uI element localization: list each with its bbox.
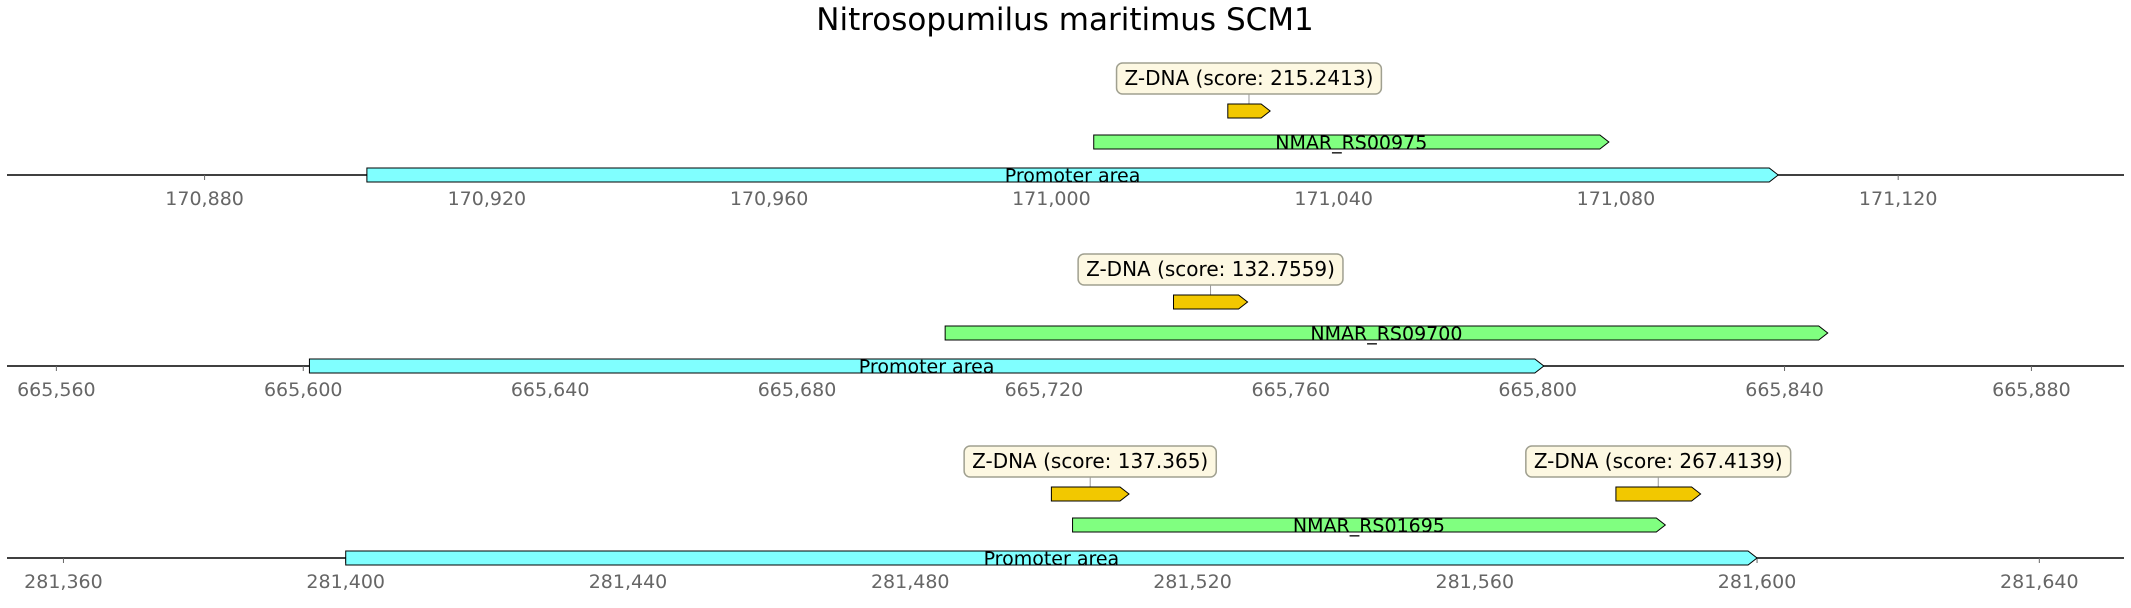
zdna-callout-box (1115, 62, 1383, 95)
track-panel-1: 170,880 170,920 170,960 171,000 171,040 171,0… (7, 62, 2124, 210)
tick-label: 281,360 (24, 571, 103, 593)
tick-label: 281,400 (306, 571, 385, 593)
zdna-label: Z-DNA (score: 215.2413) (1125, 66, 1374, 90)
gene-arrow (1093, 134, 1610, 150)
gene-label: NMAR_RS01695 (1293, 515, 1445, 537)
track-panel-3: 281,360 281,400 281,440 281,480 281,520 281,5… (7, 445, 2124, 593)
promoter-arrow (308, 358, 1545, 374)
zdna-arrow (1173, 294, 1249, 310)
zdna-label: Z-DNA (score: 267.4139) (1534, 449, 1783, 473)
tick-label: 281,640 (2000, 571, 2079, 593)
tick-label: 665,840 (1745, 379, 1824, 401)
tick-label: 665,680 (758, 379, 837, 401)
tick-label: 281,520 (1153, 571, 1232, 593)
tick-label: 281,600 (1718, 571, 1797, 593)
zdna-callout-box (1525, 445, 1792, 478)
tick-label: 665,640 (511, 379, 590, 401)
zdna-arrow (1050, 486, 1130, 502)
tick-label: 170,960 (730, 188, 809, 210)
tick-label: 171,040 (1294, 188, 1373, 210)
tick-label: 665,880 (1992, 379, 2071, 401)
tick-label: 665,720 (1005, 379, 1084, 401)
zdna-label: Z-DNA (score: 137.365) (972, 449, 1208, 473)
tick-label: 665,560 (17, 379, 96, 401)
promoter-label: Promoter area (1005, 165, 1141, 187)
zdna-callout-box (1077, 253, 1344, 286)
tick-label: 170,920 (448, 188, 527, 210)
gene-label: NMAR_RS09700 (1310, 323, 1462, 345)
figure-title: Nitrosopumilus maritimus SCM1 (816, 2, 1313, 38)
tick-label: 281,440 (589, 571, 668, 593)
tracks: 170,880 170,920 170,960 171,000 171,040 171,0… (7, 62, 2124, 593)
promoter-label: Promoter area (984, 548, 1120, 570)
promoter-label: Promoter area (859, 356, 995, 378)
zdna-callout-box (963, 445, 1218, 478)
zdna-arrow (1615, 486, 1702, 502)
gene-arrow (1072, 517, 1667, 533)
tick-label: 665,600 (264, 379, 343, 401)
tick-label: 665,800 (1498, 379, 1577, 401)
zdna-arrow (1227, 103, 1271, 119)
tick-label: 665,760 (1251, 379, 1330, 401)
promoter-arrow (366, 167, 1780, 183)
tick-label: 171,120 (1859, 188, 1938, 210)
gene-arrow (944, 325, 1829, 341)
promoter-arrow (345, 550, 1758, 566)
tick-label: 171,000 (1012, 188, 1091, 210)
zdna-label: Z-DNA (score: 132.7559) (1086, 257, 1335, 281)
tick-label: 281,480 (871, 571, 950, 593)
track-panel-2: 665,560 665,600 665,640 665,680 665,720 665,7… (7, 253, 2124, 401)
gene-label: NMAR_RS00975 (1275, 132, 1427, 154)
tick-label: 170,880 (165, 188, 244, 210)
tick-label: 281,560 (1435, 571, 1514, 593)
tick-label: 171,080 (1577, 188, 1656, 210)
